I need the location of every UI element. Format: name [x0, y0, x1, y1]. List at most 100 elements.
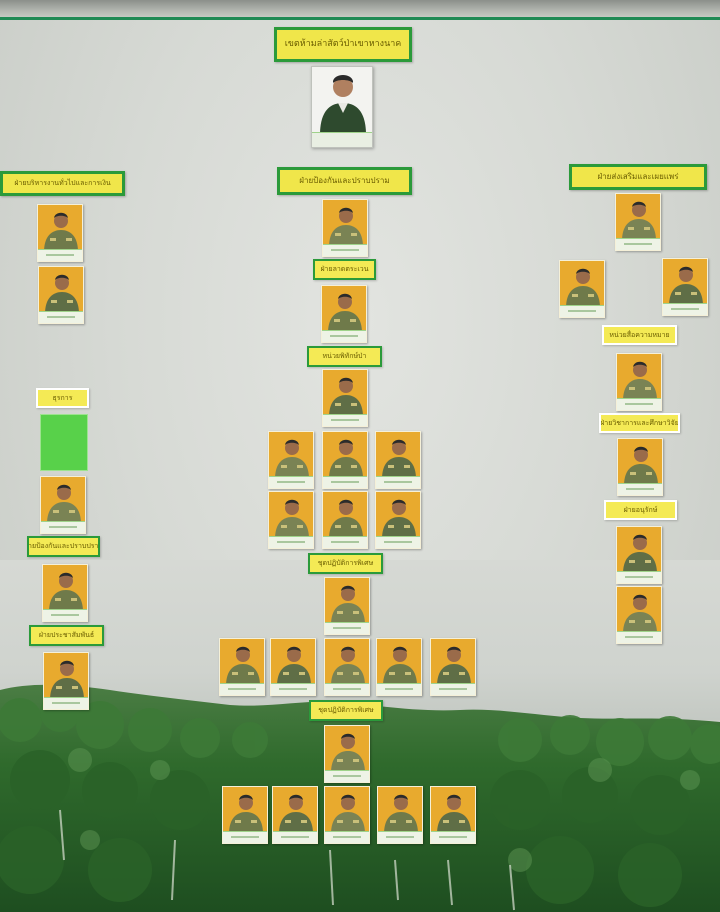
staff-name-caption: [271, 683, 315, 695]
staff-photo-card: [270, 638, 316, 696]
right-section-heading: ฝ่ายส่งเสริมและเผยแพร่: [569, 164, 707, 190]
center-sub-label-3: ชุดปฏิบัติการพิเศษ: [308, 553, 383, 574]
center-sub-label-2: หน่วยพิทักษ์ป่า: [307, 346, 382, 367]
left-section-heading: ฝ่ายบริหารงานทั่วไปและการเงิน: [0, 171, 125, 196]
staff-photo-card: [324, 638, 370, 696]
staff-photo-card: [219, 638, 265, 696]
staff-name-caption: [269, 536, 313, 548]
staff-name-caption: [560, 305, 604, 317]
staff-name-caption: [376, 536, 420, 548]
person-icon: [223, 787, 267, 834]
person-icon: [41, 477, 85, 524]
person-icon: [617, 354, 661, 401]
staff-name-caption: [617, 631, 661, 643]
person-icon: [325, 578, 369, 625]
person-icon: [269, 432, 313, 479]
staff-name-caption: [323, 476, 367, 488]
left-sub-label-1: ธุรการ: [36, 388, 89, 408]
staff-name-caption: [618, 483, 662, 495]
director-name-caption: [312, 132, 372, 147]
person-icon: [431, 787, 475, 834]
person-icon: [269, 492, 313, 539]
right-sub-label-3: ฝ่ายอนุรักษ์: [604, 500, 677, 520]
person-icon: [663, 259, 707, 306]
center-section-heading: ฝ่ายป้องกันและปราบปราม: [277, 167, 412, 195]
staff-photo-card: [43, 652, 89, 710]
staff-photo-card: [322, 491, 368, 549]
person-icon: [38, 205, 82, 252]
staff-photo-card: [616, 526, 662, 584]
staff-photo-card: [324, 725, 370, 783]
staff-name-caption: [220, 683, 264, 695]
staff-name-caption: [431, 831, 475, 843]
staff-name-caption: [377, 683, 421, 695]
staff-name-caption: [378, 831, 422, 843]
person-icon: [39, 267, 83, 314]
staff-photo-card: [375, 431, 421, 489]
staff-name-caption: [325, 831, 369, 843]
staff-name-caption: [325, 622, 369, 634]
staff-photo-card: [430, 638, 476, 696]
staff-name-caption: [616, 238, 660, 250]
staff-name-caption: [323, 536, 367, 548]
staff-name-caption: [323, 244, 367, 256]
staff-photo-card: [272, 786, 318, 844]
staff-photo-card: [322, 369, 368, 427]
staff-photo-card: [662, 258, 708, 316]
person-icon: [220, 639, 264, 686]
person-icon: [323, 200, 367, 247]
staff-name-caption: [44, 697, 88, 709]
person-icon: [273, 787, 317, 834]
staff-photo-card: [40, 476, 86, 534]
person-icon: [323, 432, 367, 479]
left-sub-label-3: ฝ่ายประชาสัมพันธ์: [29, 625, 104, 646]
staff-photo-card: [324, 786, 370, 844]
staff-name-caption: [43, 609, 87, 621]
person-icon: [616, 194, 660, 241]
staff-name-caption: [41, 521, 85, 533]
staff-name-caption: [322, 330, 366, 342]
staff-name-caption: [323, 414, 367, 426]
staff-name-caption: [325, 770, 369, 782]
staff-photo-card: [268, 491, 314, 549]
staff-photo-card: [377, 786, 423, 844]
staff-name-caption: [325, 683, 369, 695]
director-portrait: [311, 66, 373, 148]
staff-photo-card: [615, 193, 661, 251]
staff-photo-card: [322, 199, 368, 257]
staff-name-caption: [617, 398, 661, 410]
vacant-position-placeholder: [40, 414, 88, 471]
person-icon: [617, 527, 661, 574]
staff-photo-card: [559, 260, 605, 318]
person-icon: [323, 492, 367, 539]
staff-photo-card: [616, 586, 662, 644]
staff-name-caption: [617, 571, 661, 583]
staff-name-caption: [273, 831, 317, 843]
person-icon: [618, 439, 662, 486]
staff-name-caption: [39, 311, 83, 323]
person-icon: [431, 639, 475, 686]
staff-name-caption: [38, 249, 82, 261]
staff-photo-card: [617, 438, 663, 496]
person-icon: [560, 261, 604, 308]
staff-photo-card: [322, 431, 368, 489]
right-sub-label-2: ฝ่ายวิชาการและศึกษาวิจัย: [599, 413, 680, 433]
staff-photo-card: [375, 491, 421, 549]
staff-photo-card: [616, 353, 662, 411]
person-icon: [376, 432, 420, 479]
chart-title-label: เขตห้ามล่าสัตว์ป่าเขาหางนาค: [274, 27, 412, 62]
staff-photo-card: [376, 638, 422, 696]
person-icon: [271, 639, 315, 686]
person-icon: [325, 787, 369, 834]
staff-photo-card: [222, 786, 268, 844]
person-icon: [376, 492, 420, 539]
staff-photo-card: [324, 577, 370, 635]
person-icon: [322, 286, 366, 333]
staff-name-caption: [376, 476, 420, 488]
person-icon: [377, 639, 421, 686]
director-person-icon: [312, 67, 372, 135]
center-sub-label-1: ฝ่ายลาดตระเวน: [313, 259, 376, 280]
person-icon: [325, 726, 369, 773]
person-icon: [325, 639, 369, 686]
